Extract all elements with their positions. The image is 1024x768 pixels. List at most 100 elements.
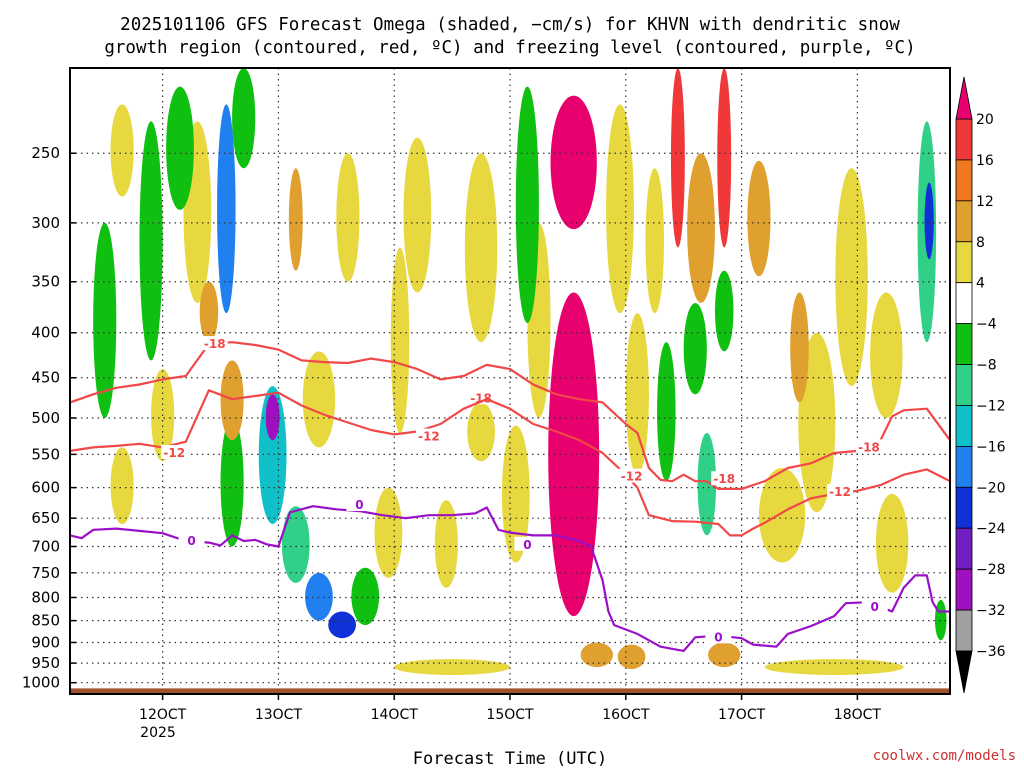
colorbar-swatch-8 (955, 445, 973, 488)
y-tick-label-750: 750 (31, 564, 60, 582)
colorbar-label-3: 8 (976, 235, 985, 251)
chart-title-line-1: 2025101106 GFS Forecast Omega (shaded, −… (120, 15, 900, 35)
omega-cell-26 (351, 567, 380, 626)
ground-surface (70, 688, 950, 694)
y-tick-label-550: 550 (31, 445, 60, 463)
colorbar-swatch-0 (955, 118, 973, 161)
omega-cell-2 (764, 659, 904, 675)
omega-cell-19 (870, 292, 903, 418)
colorbar-label-6: −8 (976, 358, 997, 374)
y-tick-label-800: 800 (31, 588, 60, 606)
y-tick-label-500: 500 (31, 409, 60, 427)
x-year-label: 2025 (140, 725, 176, 741)
omega-cell-45 (281, 506, 310, 583)
omega-cell-16 (835, 168, 868, 387)
omega-cell-55 (550, 95, 597, 230)
y-tick-label-350: 350 (31, 273, 60, 291)
dgz-contour-label-0-0: -18 (204, 337, 226, 351)
omega-cell-20 (110, 447, 134, 525)
omega-cell-23 (166, 86, 194, 210)
y-tick-label-400: 400 (31, 324, 60, 342)
y-tick-label-450: 450 (31, 369, 60, 387)
colorbar-label-9: −20 (976, 480, 1006, 496)
colorbar-swatch-11 (955, 568, 973, 611)
omega-cell-43 (199, 281, 219, 343)
omega-cell-42 (708, 642, 741, 668)
colorbar-swatch-6 (955, 364, 973, 406)
freezing-level-label-bg-0-4 (861, 598, 888, 613)
omega-cell-30 (714, 270, 734, 352)
colorbar-swatch-4 (955, 282, 973, 325)
colorbar-label-1: 16 (976, 153, 994, 169)
omega-cell-8 (374, 487, 403, 578)
omega-cell-44 (687, 153, 715, 303)
omega-cell-0 (390, 247, 410, 433)
omega-cell-52 (217, 104, 236, 314)
dgz-contour-label-0-1: -18 (470, 391, 492, 405)
colorbar-swatch-12 (955, 609, 973, 652)
freezing-level-label-0-3: 0 (714, 630, 722, 644)
x-tick-label-17OCT: 17OCT (718, 707, 766, 723)
colorbar-label-12: −32 (976, 603, 1006, 619)
omega-cell-34 (645, 168, 664, 314)
omega-cell-7 (302, 351, 336, 448)
colorbar-swatch-9 (955, 486, 973, 529)
freezing-level-label-0-0: 0 (187, 534, 195, 548)
colorbar-label-5: −4 (976, 317, 997, 333)
contour-lines: -18 -18 -18 -18 -12 -12 -12 -12 0 0 0 0 0 (70, 336, 950, 653)
freezing-level-line-0 (70, 505, 950, 653)
omega-cell-18 (464, 153, 498, 343)
x-tick-label-18OCT: 18OCT (834, 707, 882, 723)
omega-cell-29 (683, 302, 707, 395)
grid-lines (70, 68, 950, 694)
omega-cell-57 (265, 394, 280, 441)
y-axis: 250 300 350 400 450 500 550 600 650 700 750 800 850 9… (22, 144, 76, 692)
omega-cell-49 (305, 572, 333, 621)
dgz-contour-label-bg-0-2 (711, 471, 738, 486)
freezing-level-label-bg-0-1 (346, 497, 373, 512)
omega-cell-24 (232, 68, 256, 169)
x-axis-label: Forecast Time (UTC) (413, 749, 607, 768)
y-tick-label-950: 950 (31, 654, 60, 672)
dgz-contour-label-1-2: -12 (621, 470, 643, 484)
colorbar-swatch-1 (955, 159, 973, 202)
omega-cell-35 (790, 292, 809, 403)
omega-cell-25 (220, 417, 244, 547)
omega-cell-40 (580, 642, 614, 668)
omega-cell-39 (747, 160, 771, 277)
dgz-contour-label-bg-1-2 (618, 468, 645, 483)
freezing-level-label-0-2: 0 (523, 538, 531, 552)
omega-cell-51 (717, 68, 732, 248)
colorbar-label-7: −12 (976, 398, 1006, 414)
colorbar-swatch-7 (955, 405, 973, 447)
colorbar-label-0: 20 (976, 112, 994, 128)
y-tick-label-600: 600 (31, 479, 60, 497)
y-tick-label-700: 700 (31, 537, 60, 555)
omega-cell-1 (394, 659, 510, 675)
freezing-level-label-bg-0-3 (705, 629, 732, 644)
x-tick-label-12OCT: 12OCT (139, 707, 187, 723)
omega-cell-10 (434, 500, 458, 588)
colorbar-label-13: −36 (976, 644, 1006, 660)
freezing-level-label-0-1: 0 (355, 498, 363, 512)
y-tick-label-650: 650 (31, 509, 60, 527)
colorbar-swatch-10 (955, 527, 973, 570)
colorbar-bottom-arrow (955, 650, 973, 694)
omega-cell-5 (110, 104, 134, 197)
omega-cell-32 (606, 104, 634, 314)
colorbar-label-2: 12 (976, 194, 994, 210)
dgz-contour-label-1-3: -12 (829, 485, 851, 499)
colorbar-swatch-2 (955, 200, 973, 243)
dgz-contour-label-bg-1-3 (827, 484, 853, 499)
omega-cell-54 (548, 292, 600, 617)
y-tick-label-300: 300 (31, 214, 60, 232)
y-tick-label-250: 250 (31, 144, 60, 162)
colorbar-swatch-3 (955, 241, 973, 284)
dgz-contour-label-0-2: -18 (713, 472, 735, 486)
colorbar-label-11: −28 (976, 562, 1006, 578)
footer-credit: coolwx.com/models (873, 748, 1016, 764)
omega-cell-27 (515, 86, 539, 324)
omega-cell-38 (288, 168, 303, 271)
omega-cell-56 (328, 611, 356, 639)
omega-cell-22 (139, 121, 163, 361)
